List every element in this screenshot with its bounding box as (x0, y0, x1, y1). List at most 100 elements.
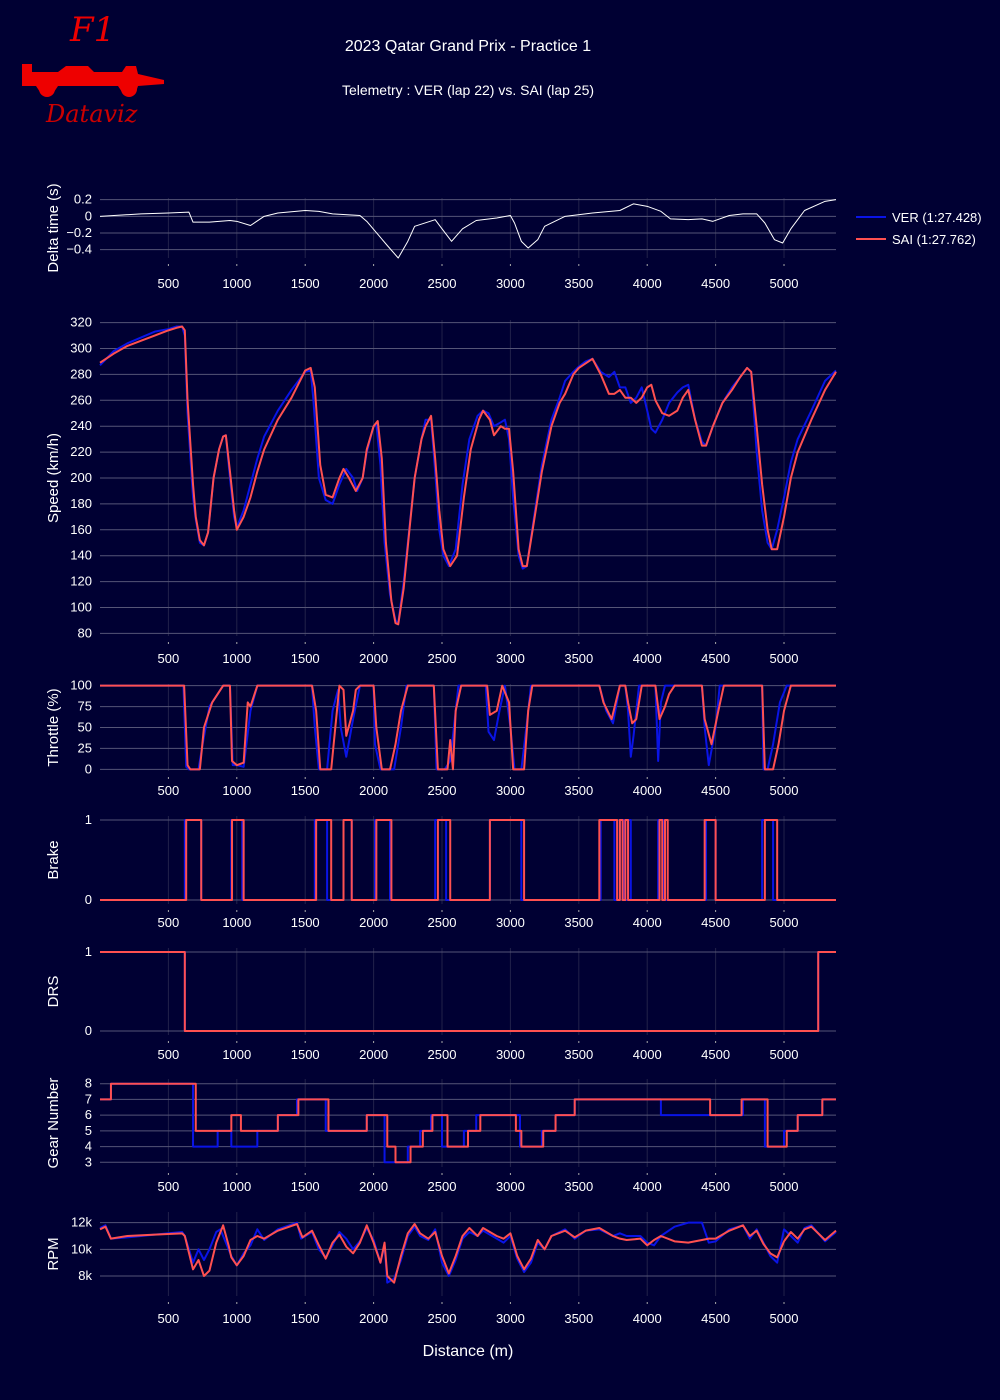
y-tick-label: 0 (85, 892, 92, 907)
x-tick-label: 1000 (222, 1047, 251, 1062)
y-tick-label: 1 (85, 812, 92, 827)
x-tick-label: 2000 (359, 1047, 388, 1062)
x-tick-label: 3500 (564, 915, 593, 930)
x-tick-label: 3000 (496, 1311, 525, 1326)
y-tick-label: 75 (78, 699, 92, 714)
x-tick-label: 2500 (428, 1311, 457, 1326)
x-tick-label: 1000 (222, 783, 251, 798)
x-tick-label: 1000 (222, 1311, 251, 1326)
series-line-sai (100, 1082, 836, 1164)
y-tick-label: 8k (78, 1268, 92, 1283)
legend-label-sai: SAI (1:27.762) (892, 231, 976, 247)
x-tick-label: 4000 (633, 1311, 662, 1326)
x-tick-label: 5000 (770, 1047, 799, 1062)
x-tick-label: 4000 (633, 1179, 662, 1194)
x-tick-label: 500 (158, 915, 180, 930)
x-tick-label: 3000 (496, 1179, 525, 1194)
x-tick-label: 1500 (291, 1179, 320, 1194)
x-tick-label: 3000 (496, 783, 525, 798)
x-tick-label: 1500 (291, 783, 320, 798)
x-tick-label: 500 (158, 276, 180, 291)
series-line-sai (100, 950, 836, 1033)
legend-label-ver: VER (1:27.428) (892, 209, 982, 225)
y-tick-label: 0 (85, 761, 92, 776)
y-tick-label: 300 (70, 340, 92, 355)
series-line-sai (100, 819, 836, 901)
legend-swatch-ver (856, 216, 886, 218)
x-tick-label: 3000 (496, 1047, 525, 1062)
y-tick-label: 280 (70, 366, 92, 381)
x-tick-label: 2500 (428, 276, 457, 291)
y-tick-label: 200 (70, 470, 92, 485)
x-tick-label: 4000 (633, 651, 662, 666)
y-axis-label: DRS (45, 976, 62, 1008)
series-line-ver (100, 1082, 836, 1164)
x-tick-label: 3500 (564, 276, 593, 291)
x-tick-label: 500 (158, 783, 180, 798)
x-tick-label: 2500 (428, 1047, 457, 1062)
x-tick-label: 3500 (564, 1047, 593, 1062)
y-tick-label: 1 (85, 944, 92, 959)
x-tick-label: 2000 (359, 276, 388, 291)
chart-subtitle: Telemetry : VER (lap 22) vs. SAI (lap 25… (341, 82, 595, 98)
y-axis-label: Throttle (%) (45, 688, 62, 766)
y-tick-label: 160 (70, 522, 92, 537)
series-line-sai (100, 684, 836, 771)
legend[interactable]: VER (1:27.428) SAI (1:27.762) (856, 206, 982, 250)
y-tick-label: −0.4 (66, 242, 92, 257)
x-tick-label: 2000 (359, 1311, 388, 1326)
x-tick-label: 2000 (359, 651, 388, 666)
x-tick-label: 4500 (701, 651, 730, 666)
f1-dataviz-logo: F1 Dataviz (18, 8, 168, 133)
x-tick-label: 3500 (564, 651, 593, 666)
x-tick-label: 2500 (428, 1179, 457, 1194)
x-tick-label: 5000 (770, 783, 799, 798)
x-tick-label: 5000 (770, 651, 799, 666)
y-tick-label: 0 (85, 208, 92, 223)
x-tick-label: 4500 (701, 1311, 730, 1326)
y-tick-label: 240 (70, 418, 92, 433)
y-axis-label: Brake (45, 840, 62, 879)
series-line-sai (99, 325, 837, 626)
y-tick-label: 10k (71, 1241, 92, 1256)
x-tick-label: 1000 (222, 1179, 251, 1194)
y-tick-label: 50 (78, 720, 92, 735)
x-tick-label: 3000 (496, 276, 525, 291)
x-tick-label: 5000 (770, 1311, 799, 1326)
x-tick-label: 1500 (291, 651, 320, 666)
y-tick-label: 6 (85, 1107, 92, 1122)
y-tick-label: 12k (71, 1215, 92, 1230)
y-tick-label: 120 (70, 574, 92, 589)
y-tick-label: 220 (70, 444, 92, 459)
x-tick-label: 2000 (359, 1179, 388, 1194)
y-tick-label: 7 (85, 1091, 92, 1106)
series-line-ver (100, 819, 836, 901)
y-tick-label: 0.2 (74, 192, 92, 207)
series-line-ver (100, 950, 836, 1033)
x-tick-label: 1000 (222, 651, 251, 666)
x-tick-label: 4000 (633, 783, 662, 798)
y-tick-label: 100 (70, 600, 92, 615)
x-tick-label: 4000 (633, 276, 662, 291)
x-tick-label: 1500 (291, 915, 320, 930)
y-tick-label: 3 (85, 1154, 92, 1169)
x-tick-label: 4500 (701, 915, 730, 930)
x-tick-label: 500 (158, 1047, 180, 1062)
x-tick-label: 2500 (428, 783, 457, 798)
x-tick-label: 4500 (701, 1179, 730, 1194)
x-tick-label: 4500 (701, 1047, 730, 1062)
y-tick-label: 260 (70, 392, 92, 407)
x-axis-label: Distance (m) (422, 1343, 514, 1360)
legend-item-sai[interactable]: SAI (1:27.762) (856, 228, 982, 250)
x-tick-label: 1500 (291, 1311, 320, 1326)
x-tick-label: 5000 (770, 276, 799, 291)
y-axis-label: Gear Number (45, 1078, 62, 1169)
chart-title: 2023 Qatar Grand Prix - Practice 1 (344, 38, 592, 55)
x-tick-label: 4500 (701, 783, 730, 798)
x-tick-label: 3000 (496, 915, 525, 930)
legend-item-ver[interactable]: VER (1:27.428) (856, 206, 982, 228)
y-tick-label: 8 (85, 1076, 92, 1091)
y-tick-label: 25 (78, 740, 92, 755)
x-tick-label: 4000 (633, 1047, 662, 1062)
y-tick-label: 140 (70, 548, 92, 563)
